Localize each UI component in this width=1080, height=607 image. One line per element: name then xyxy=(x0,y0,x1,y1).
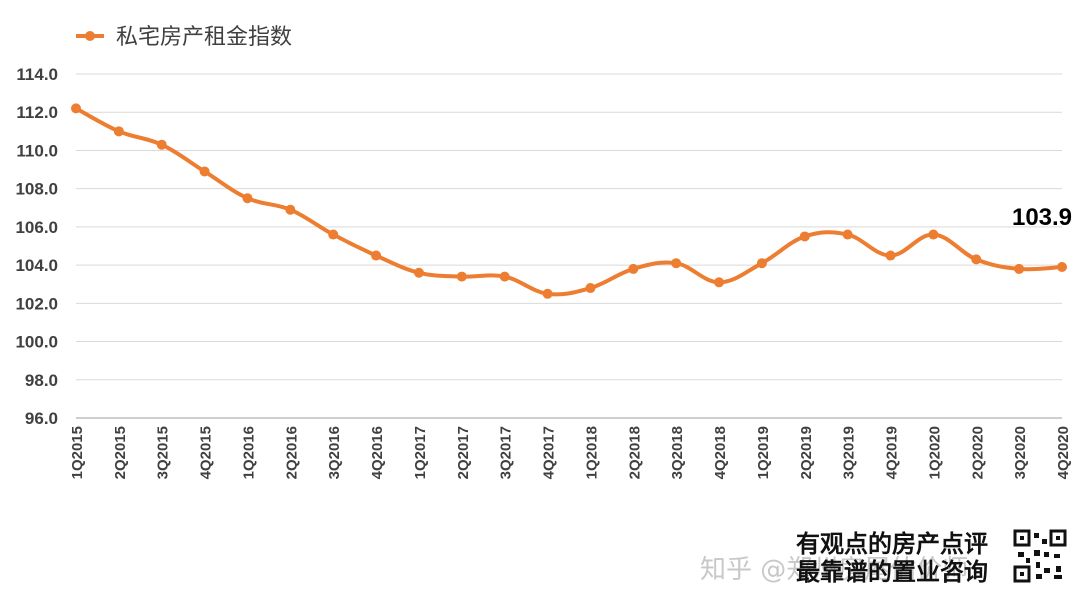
y-tick-label: 108.0 xyxy=(15,180,58,199)
data-point xyxy=(456,271,467,282)
y-tick-label: 110.0 xyxy=(16,141,58,160)
x-tick-label: 1Q2020 xyxy=(926,426,943,479)
x-tick-label: 4Q2018 xyxy=(712,426,729,479)
data-point xyxy=(1014,263,1025,274)
watermark-line1: 有观点的房产点评 xyxy=(796,529,988,558)
x-tick-label: 2Q2016 xyxy=(283,426,300,479)
x-tick-label: 1Q2017 xyxy=(412,426,429,479)
data-point xyxy=(499,271,510,282)
y-tick-label: 114.0 xyxy=(16,65,58,84)
data-point xyxy=(971,254,982,265)
data-point xyxy=(242,193,253,204)
y-tick-label: 98.0 xyxy=(25,371,58,390)
x-tick-label: 4Q2017 xyxy=(541,426,558,479)
data-point xyxy=(113,126,124,137)
y-tick-label: 100.0 xyxy=(15,333,58,352)
x-tick-label: 1Q2016 xyxy=(240,426,257,479)
gridlines xyxy=(76,73,1062,381)
x-tick-label: 3Q2019 xyxy=(841,426,858,479)
x-tick-label: 3Q2020 xyxy=(1012,426,1029,479)
x-tick-label: 4Q2020 xyxy=(1055,426,1072,479)
y-tick-label: 102.0 xyxy=(15,294,58,313)
series-line xyxy=(74,106,1064,297)
x-tick-labels: 1Q2015 2Q2015 3Q2015 4Q2015 1Q2016 2Q2016 3Q20… xyxy=(69,426,1072,479)
x-tick-label: 2Q2020 xyxy=(969,426,986,479)
watermark: 知乎 @郑州房屋估价师 有观点的房产点评 最靠谱的置业咨询 xyxy=(700,529,1067,586)
data-point xyxy=(714,277,725,288)
x-tick-label: 4Q2015 xyxy=(198,426,215,479)
qr-code-icon xyxy=(1013,529,1067,583)
x-tick-label: 1Q2018 xyxy=(583,426,600,479)
y-tick-labels: 96.0 98.0 100.0 102.0 104.0 106.0 108.0 110.0 11… xyxy=(15,65,58,428)
data-point xyxy=(842,229,853,240)
data-point xyxy=(585,283,596,294)
data-points xyxy=(71,103,1067,299)
watermark-line2: 最靠谱的置业咨询 xyxy=(796,557,988,586)
data-point xyxy=(1057,262,1067,273)
data-point xyxy=(671,258,682,269)
data-point xyxy=(71,103,81,114)
data-point xyxy=(413,267,424,278)
y-tick-label: 106.0 xyxy=(15,218,58,237)
data-point xyxy=(199,166,210,177)
data-point xyxy=(799,231,810,242)
legend-label: 私宅房产租金指数 xyxy=(116,25,292,50)
y-tick-label: 104.0 xyxy=(15,256,58,275)
data-point xyxy=(885,250,896,261)
x-tick-label: 2Q2017 xyxy=(455,426,472,479)
y-tick-label: 96.0 xyxy=(25,409,58,428)
data-point xyxy=(542,288,553,299)
x-tick-label: 4Q2019 xyxy=(884,426,901,479)
x-tick-label: 3Q2015 xyxy=(155,426,172,479)
x-tick-label: 1Q2015 xyxy=(69,426,86,479)
watermark-zhihu: 知乎 @郑州房屋估价师 xyxy=(700,555,968,585)
x-tick-label: 3Q2016 xyxy=(326,426,343,479)
x-tick-label: 2Q2018 xyxy=(626,426,643,479)
data-label-last: 103.9 xyxy=(1012,204,1072,231)
x-tick-label: 4Q2016 xyxy=(369,426,386,479)
y-tick-label: 112.0 xyxy=(16,103,58,122)
data-point xyxy=(328,229,339,240)
x-tick-label: 2Q2015 xyxy=(112,426,129,479)
data-point xyxy=(628,263,639,274)
series-rent-index xyxy=(71,103,1067,299)
legend-dot-marker xyxy=(85,31,95,41)
x-tick-label: 2Q2019 xyxy=(798,426,815,479)
data-point xyxy=(156,139,167,150)
x-tick-label: 1Q2019 xyxy=(755,426,772,479)
x-tick-label: 3Q2018 xyxy=(669,426,686,479)
data-point xyxy=(371,250,382,261)
data-point xyxy=(285,204,296,215)
data-point xyxy=(756,258,767,269)
legend: 私宅房产租金指数 xyxy=(76,25,292,50)
x-tick-label: 3Q2017 xyxy=(498,426,515,479)
data-point xyxy=(928,229,939,240)
